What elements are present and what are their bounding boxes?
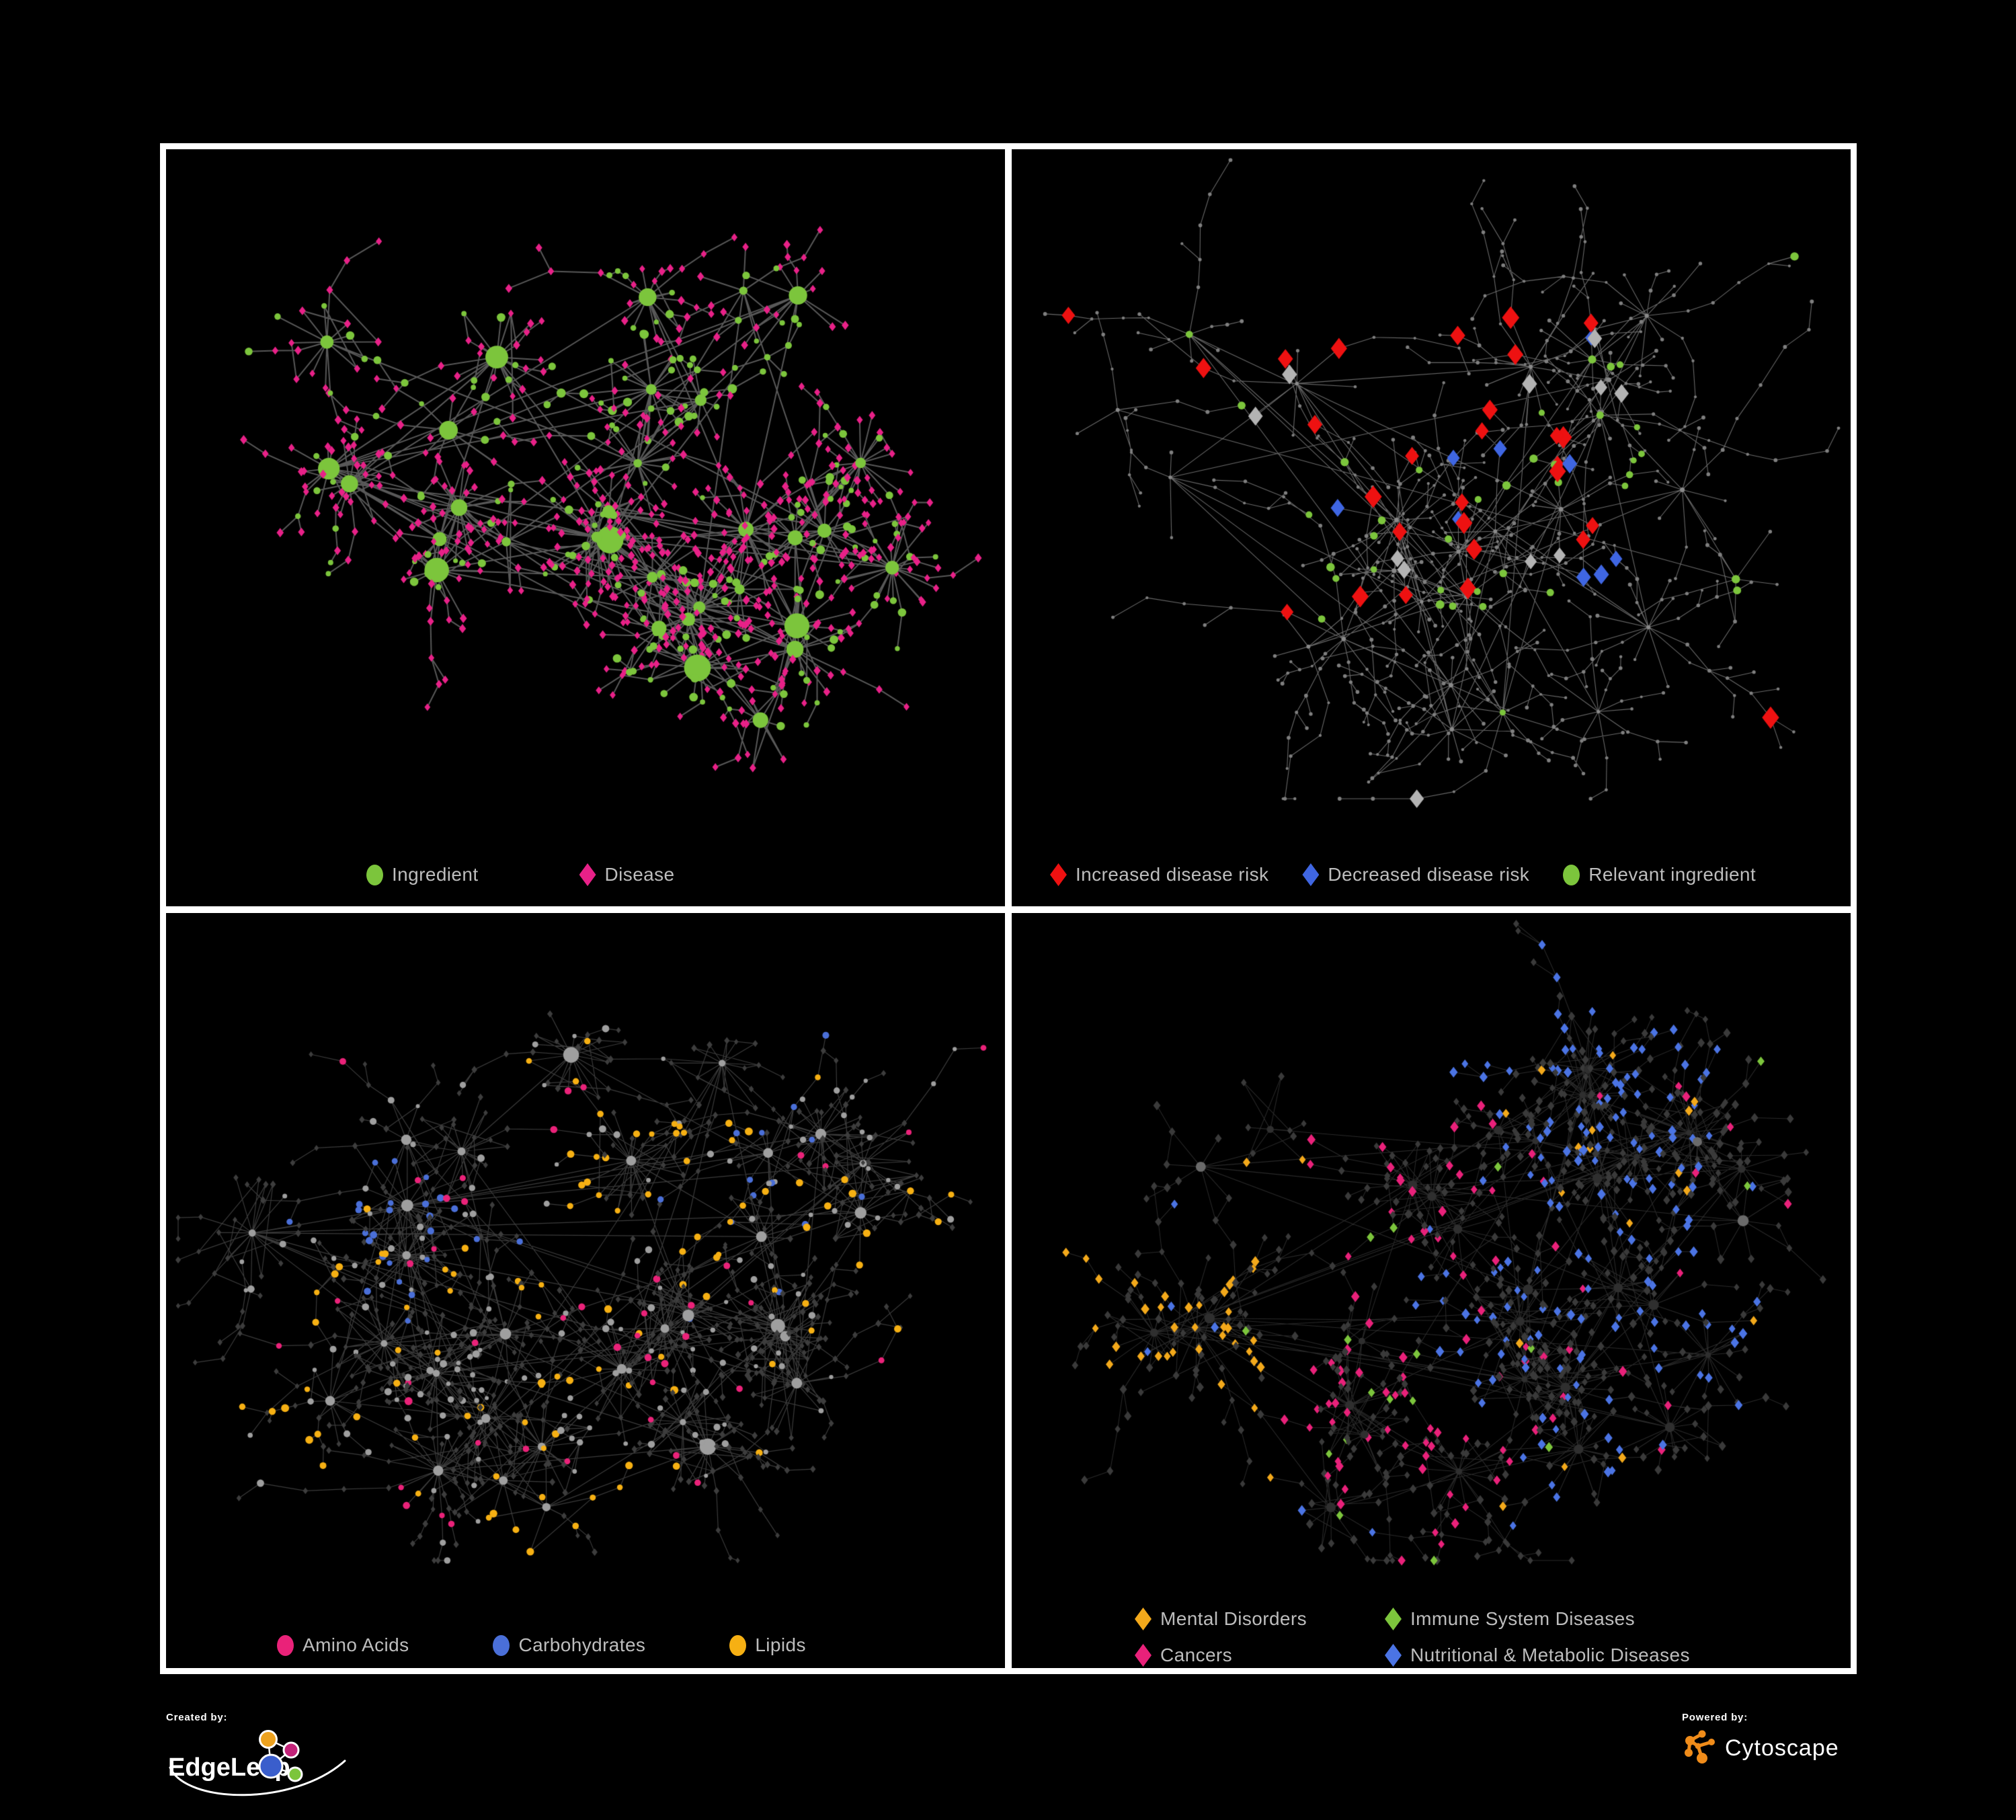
panel-disease-category-network: Mental Disorders Immune System Diseases … (1012, 913, 1851, 1668)
cytoscape-logo-icon (1685, 1730, 1715, 1764)
legend-label: Carbohydrates (518, 1634, 646, 1655)
legend-label: Relevant ingredient (1588, 864, 1757, 885)
legend-item: Nutritional & Metabolic Diseases (1385, 1644, 1690, 1667)
legend-label: Lipids (755, 1634, 806, 1655)
edgeleap-node-green (287, 1766, 303, 1782)
disease-marker-icon (579, 863, 596, 886)
legend-label: Amino Acids (303, 1634, 409, 1655)
disease-risk-legend: Increased disease risk Decreased disease… (1050, 863, 1756, 886)
edgeleap-node-blue (258, 1753, 284, 1779)
amino-acids-marker-icon (277, 1634, 294, 1656)
legend-item: Cancers (1135, 1644, 1385, 1667)
edgeleap-node-magenta (282, 1741, 300, 1759)
legend-item: Lipids (729, 1634, 806, 1656)
legend-label: Ingredient (392, 864, 479, 885)
powered-by-label: Powered by: (1682, 1712, 1748, 1723)
panel-ingredient-disease-network: Ingredient Disease (166, 149, 1005, 906)
legend-item: Increased disease risk (1050, 863, 1268, 886)
edgeleap-node-orange (259, 1730, 278, 1749)
disease-risk-network-graph (1012, 149, 1851, 906)
legend-item: Carbohydrates (493, 1634, 645, 1656)
legend-label: Mental Disorders (1160, 1608, 1307, 1629)
panel-nutrient-class-network: Amino Acids Carbohydrates Lipids (166, 913, 1005, 1668)
legend-item: Disease (579, 863, 675, 886)
legend-item: Mental Disorders (1135, 1608, 1385, 1630)
legend-label: Nutritional & Metabolic Diseases (1410, 1645, 1690, 1665)
legend-label: Decreased disease risk (1328, 864, 1530, 885)
legend-item: Relevant ingredient (1563, 864, 1756, 885)
edgeleap-credit: Created by: EdgeLeap (166, 1712, 368, 1820)
edgeleap-logo-icon: EdgeLeap (168, 1730, 346, 1796)
ingredient-disease-legend: Ingredient Disease (366, 863, 675, 886)
legend-label: Disease (604, 864, 675, 885)
decreased-risk-marker-icon (1302, 863, 1320, 886)
legend-label: Increased disease risk (1076, 864, 1269, 885)
legend-item: Immune System Diseases (1385, 1608, 1690, 1630)
created-by-label: Created by: (166, 1712, 228, 1723)
legend-label: Cancers (1160, 1645, 1233, 1665)
mental-disorders-marker-icon (1135, 1608, 1152, 1630)
legend-item: Decreased disease risk (1302, 863, 1529, 886)
panel-disease-risk-network: Increased disease risk Decreased disease… (1012, 149, 1851, 906)
legend-item: Amino Acids (277, 1634, 409, 1656)
nutritional-metabolic-marker-icon (1385, 1644, 1402, 1667)
carbohydrates-marker-icon (493, 1634, 510, 1656)
legend-item: Ingredient (366, 864, 479, 885)
nutrient-class-network-graph (166, 913, 1005, 1668)
lipids-marker-icon (729, 1634, 747, 1656)
disease-category-network-graph (1012, 913, 1851, 1668)
panels-frame: Ingredient Disease Increased disease ris… (160, 143, 1857, 1674)
nutrient-class-legend: Amino Acids Carbohydrates Lipids (277, 1634, 806, 1656)
increased-risk-marker-icon (1050, 863, 1067, 886)
ingredient-marker-icon (366, 864, 383, 885)
cytoscape-credit: Powered by: Cytosc (1682, 1712, 1839, 1768)
cancers-marker-icon (1135, 1644, 1152, 1667)
legend-label: Immune System Diseases (1410, 1608, 1636, 1629)
cytoscape-wordmark: Cytoscape (1725, 1735, 1839, 1761)
disease-category-legend: Mental Disorders Immune System Diseases … (1135, 1608, 1690, 1667)
ingredient-disease-network-graph (166, 149, 1005, 906)
immune-diseases-marker-icon (1385, 1608, 1402, 1630)
relevant-ingredient-marker-icon (1563, 864, 1580, 885)
